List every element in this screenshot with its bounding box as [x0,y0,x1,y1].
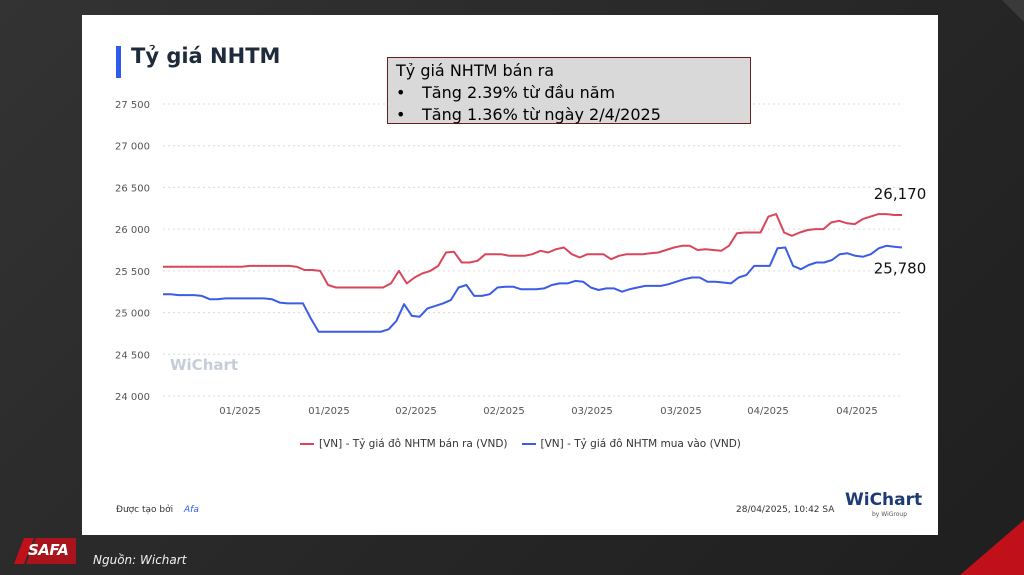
y-tick-label: 24 500 [115,350,150,361]
timestamp: 28/04/2025, 10:42 SA [736,505,835,515]
title-accent [116,46,121,78]
x-tick-label: 03/2025 [660,406,702,417]
legend-swatch-buy [521,443,536,445]
x-tick-label: 04/2025 [747,406,789,417]
x-tick-label: 04/2025 [836,406,878,417]
legend-item-sell[interactable]: [VN] - Tỷ giá đô NHTM bán ra (VND) [300,438,508,450]
created-label: Được tạo bởi [116,505,174,515]
sell-rate-line [163,213,902,289]
y-tick-label: 25 500 [115,267,150,278]
red-corner-decoration [960,520,1024,575]
bullet-icon: • [396,105,406,124]
safa-logo-text: SAFA [28,541,69,559]
chart-legend: [VN] - Tỷ giá đô NHTM bán ra (VND) [VN] … [300,438,741,450]
annotation-bullet: • Tăng 2.39% từ đầu năm [396,82,742,104]
annotation-bullet-text: Tăng 2.39% từ đầu năm [422,83,616,102]
annotation-box: Tỷ giá NHTM bán ra • Tăng 2.39% từ đầu n… [387,57,751,124]
y-tick-label: 26 500 [115,183,150,194]
y-tick-label: 25 000 [115,309,150,320]
annotation-bullet-text: Tăng 1.36% từ ngày 2/4/2025 [422,105,661,124]
chart-title: Tỷ giá NHTM [131,44,281,68]
wichart-logo-sub: by WiGroup [872,511,908,518]
legend-swatch-sell [300,443,314,445]
annotation-heading: Tỷ giá NHTM bán ra [396,61,555,80]
sell-end-label: 26,170 [874,185,927,203]
bullet-icon: • [396,83,406,102]
source-note: Nguồn: Wichart [93,553,187,567]
legend-item-buy[interactable]: [VN] - Tỷ giá đô NHTM mua vào (VND) [521,438,741,450]
created-by: Được tạo bởi Afa [116,505,199,515]
buy-end-label: 25,780 [874,259,927,277]
wichart-watermark: WiChart [170,356,239,374]
buy-rate-line [163,244,903,333]
x-tick-label: 03/2025 [571,406,613,417]
x-tick-label: 01/2025 [308,406,350,417]
corner-decoration [1002,0,1024,22]
y-tick-label: 27 500 [115,100,150,111]
y-tick-label: 24 000 [115,392,150,403]
wichart-logo: WiChart [845,490,923,510]
y-tick-label: 26 000 [115,225,150,236]
created-by-link[interactable]: Afa [184,505,199,515]
x-tick-label: 02/2025 [483,406,525,417]
legend-label-sell: [VN] - Tỷ giá đô NHTM bán ra (VND) [319,438,508,450]
y-tick-label: 27 000 [115,142,150,153]
x-tick-label: 02/2025 [395,406,437,417]
legend-label-buy: [VN] - Tỷ giá đô NHTM mua vào (VND) [540,438,741,450]
safa-logo-icon [14,538,76,564]
x-tick-label: 01/2025 [219,406,261,417]
annotation-bullet: • Tăng 1.36% từ ngày 2/4/2025 [396,104,742,126]
